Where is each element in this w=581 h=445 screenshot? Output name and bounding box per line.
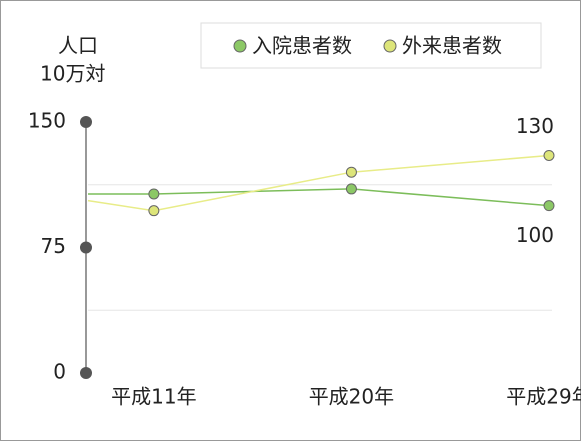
y-tick [80,367,92,379]
x-tick-label: 平成29年 [506,385,581,409]
point [345,183,357,195]
y-tick-label: 0 [53,360,66,384]
value-label: 130 [516,114,554,138]
point [543,200,555,212]
legend-label: 入院患者数 [252,34,352,58]
point [148,205,160,217]
y-tick-label: 150 [28,109,66,133]
x-tick-label: 平成11年 [111,385,196,409]
point [345,166,357,178]
y-tick [80,116,92,128]
y-tick [80,241,92,254]
legend-box [200,22,542,69]
value-label: 100 [516,223,554,247]
legend-label: 外来患者数 [402,34,502,58]
legend-marker [233,39,247,53]
y-title: 人口 [58,34,98,58]
y-title: 10万対 [40,62,105,86]
series-line [87,154,550,212]
y-tick-label: 75 [41,234,66,258]
point [543,149,555,161]
legend-marker [383,39,397,53]
x-tick-label: 平成20年 [309,385,394,409]
point [148,188,160,200]
